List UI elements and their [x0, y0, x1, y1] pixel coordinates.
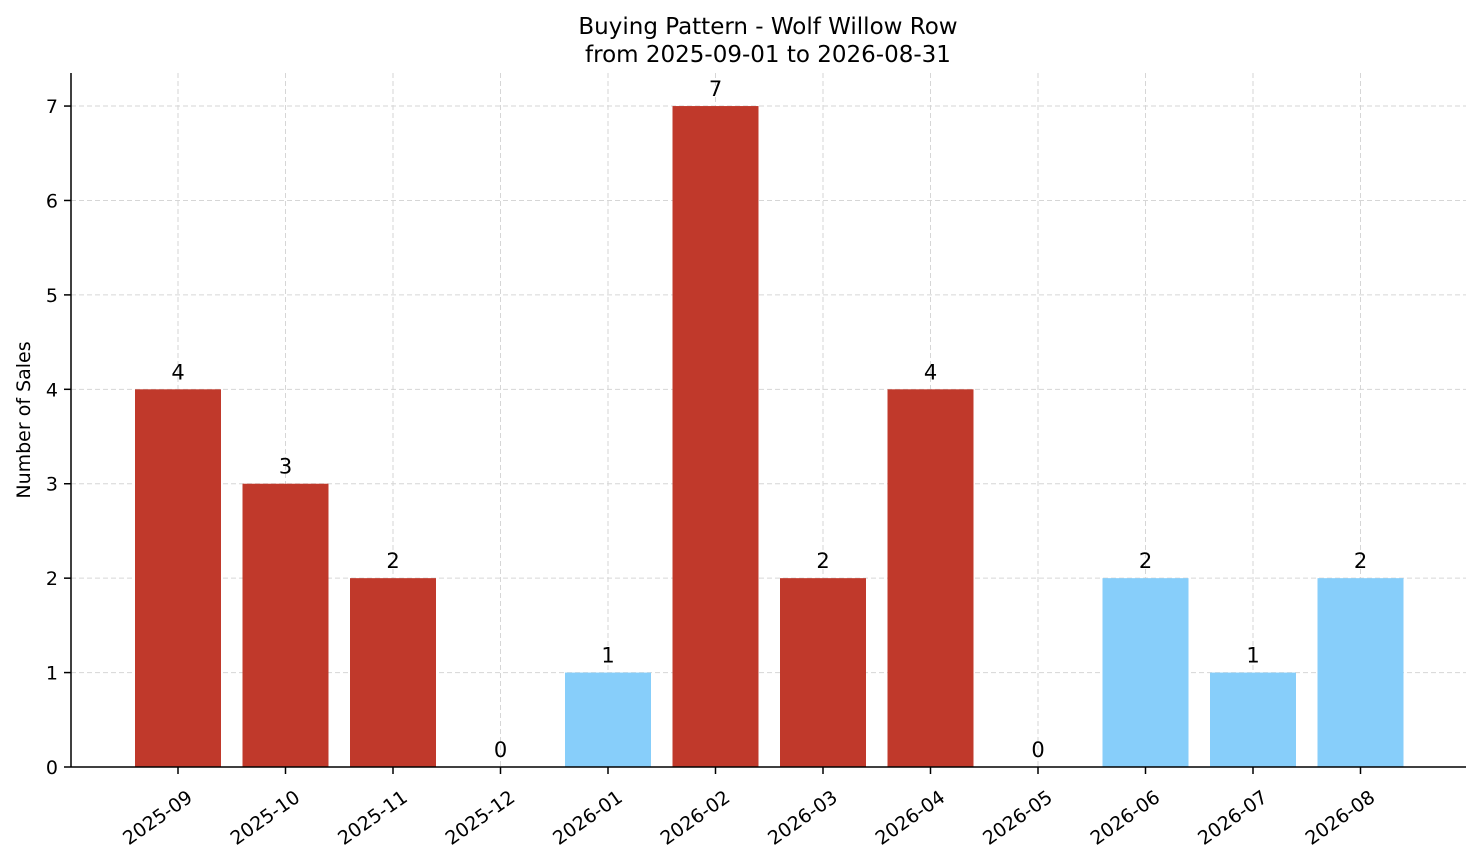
bars — [135, 106, 1404, 768]
y-tick-label-7: 7 — [46, 96, 58, 118]
data-label-2026-05: 0 — [1031, 738, 1044, 762]
data-label-2026-03: 2 — [816, 549, 829, 573]
bar-2026-02 — [672, 106, 759, 768]
y-tick-label-2: 2 — [46, 568, 58, 590]
bar-2026-08 — [1317, 578, 1404, 767]
y-tick-label-6: 6 — [46, 190, 58, 212]
x-tick-label-4: 2026-01 — [549, 786, 627, 850]
x-tick-label-7: 2026-04 — [872, 786, 950, 850]
data-label-2025-11: 2 — [386, 549, 399, 573]
data-label-2026-08: 2 — [1354, 549, 1367, 573]
data-label-2026-07: 1 — [1246, 644, 1259, 668]
data-label-2026-01: 1 — [601, 644, 614, 668]
x-tick-label-6: 2026-03 — [764, 786, 842, 850]
bar-2026-07 — [1210, 672, 1296, 767]
x-tick-label-11: 2026-08 — [1302, 786, 1380, 850]
y-axis-ticks: 0 1 2 3 4 5 6 7 — [46, 96, 71, 779]
y-tick-label-1: 1 — [46, 663, 58, 685]
bar-2025-11 — [350, 578, 436, 767]
chart-title: Buying Pattern - Wolf Willow Row — [578, 14, 957, 40]
data-label-2026-06: 2 — [1139, 549, 1152, 573]
x-tick-label-0: 2025-09 — [119, 786, 197, 850]
bar-2025-09 — [135, 389, 221, 767]
x-tick-label-9: 2026-06 — [1087, 786, 1165, 850]
y-axis-label: Number of Sales — [13, 341, 35, 498]
data-labels: 4 3 2 0 1 7 2 4 0 2 1 2 — [171, 77, 1367, 762]
x-tick-label-5: 2026-02 — [657, 786, 735, 850]
data-label-2025-12: 0 — [494, 738, 507, 762]
y-tick-label-0: 0 — [46, 757, 58, 779]
data-label-2026-04: 4 — [924, 360, 937, 384]
x-tick-label-1: 2025-10 — [227, 786, 305, 850]
bar-2026-06 — [1102, 578, 1189, 767]
y-tick-label-4: 4 — [46, 379, 58, 401]
x-axis-ticks: 2025-09 2025-10 2025-11 2025-12 2026-01 2026-… — [119, 767, 1379, 850]
data-label-2026-02: 7 — [709, 77, 722, 101]
bar-2026-03 — [780, 578, 866, 767]
y-tick-label-3: 3 — [46, 474, 58, 496]
data-label-2025-09: 4 — [171, 360, 184, 384]
x-tick-label-8: 2026-05 — [979, 786, 1057, 850]
bar-2026-04 — [887, 389, 974, 767]
data-label-2025-10: 3 — [279, 455, 292, 479]
x-tick-label-3: 2025-12 — [442, 786, 520, 850]
bar-2025-10 — [242, 483, 329, 767]
x-tick-label-2: 2025-11 — [334, 786, 412, 850]
chart-subtitle: from 2025-09-01 to 2026-08-31 — [585, 42, 951, 68]
y-tick-label-5: 5 — [46, 285, 58, 307]
bar-2026-01 — [565, 672, 651, 767]
x-tick-label-10: 2026-07 — [1194, 786, 1272, 850]
